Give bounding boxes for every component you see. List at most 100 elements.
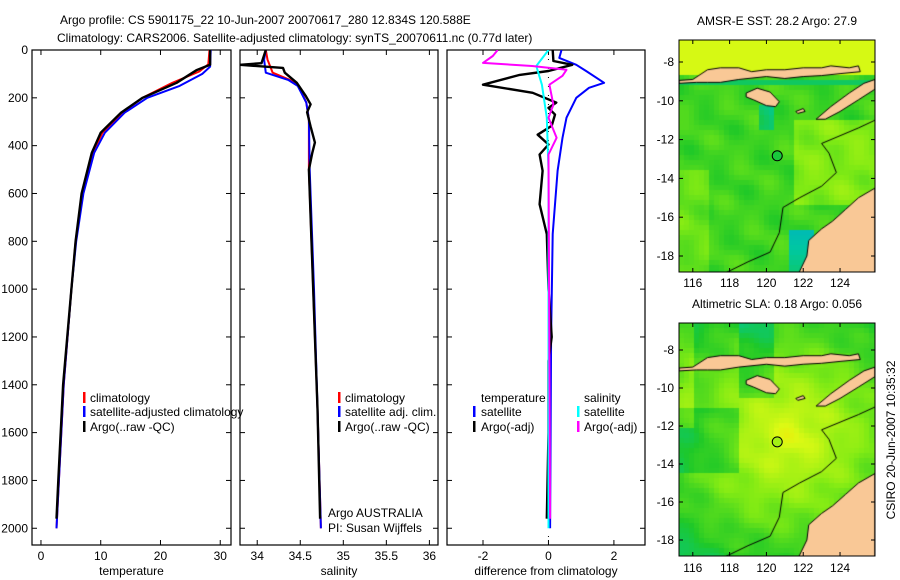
legend-swatch-sal-satellite xyxy=(577,406,580,417)
legend-swatch-temp-satellite xyxy=(473,406,476,417)
legend-label: climatology xyxy=(345,391,405,405)
legend-swatch-climatology xyxy=(338,392,341,403)
lat-tick-label: -10 xyxy=(657,94,675,108)
lon-tick-label: 120 xyxy=(756,561,776,575)
temperature-panel: 0 10 20 30 temperature 0 200 400 600 800 1000 1200 1… xyxy=(1,43,232,578)
legend-label: Argo(-adj) xyxy=(481,420,534,434)
series-line-satellite-adjusted-climatology xyxy=(55,50,212,529)
lat-tick-label: -14 xyxy=(657,457,675,471)
legend-label: satellite xyxy=(481,405,522,419)
x-tick-label: 0 xyxy=(38,549,45,563)
difference-axis-title: difference from climatology xyxy=(474,564,617,578)
credit-pi: PI: Susan Wijffels xyxy=(328,521,422,535)
legend-label: satellite-adjusted climatology xyxy=(90,405,243,419)
y-tick-label: 400 xyxy=(8,139,28,153)
legend-label: satellite xyxy=(584,405,625,419)
temperature-axes-box xyxy=(31,49,232,546)
legend-swatch-climatology xyxy=(83,392,86,403)
x-tick-label: 0 xyxy=(545,549,552,563)
sla-map: Altimetric SLA: 0.18 Argo: 0.056 116 118 12… xyxy=(657,297,876,575)
y-tick-label: 800 xyxy=(8,234,28,248)
lon-tick-label: 124 xyxy=(830,561,850,575)
y-tick-label: 2000 xyxy=(1,521,28,535)
series-line-temperature-satellite xyxy=(549,50,606,529)
difference-legend: temperature satellite Argo(-adj) salinit… xyxy=(473,391,637,434)
x-tick-label: 35.5 xyxy=(375,549,399,563)
x-tick-label: 34 xyxy=(251,549,265,563)
legend-header-salinity: salinity xyxy=(584,391,621,405)
salinity-panel: 34 34.5 35 35.5 36 salinity xyxy=(239,49,439,578)
x-tick-label: -2 xyxy=(478,549,489,563)
legend-label: Argo(..raw -QC) xyxy=(90,420,175,434)
argo-profile-marker xyxy=(771,436,783,448)
lat-tick-label: -16 xyxy=(657,210,675,224)
x-tick-label: 10 xyxy=(94,549,108,563)
lat-tick-label: -8 xyxy=(663,55,674,69)
credit-org: Argo AUSTRALIA xyxy=(328,506,423,520)
x-tick-label: 36 xyxy=(423,549,437,563)
legend-swatch-satellite xyxy=(338,406,341,417)
difference-series-group xyxy=(481,50,606,529)
lat-tick-label: -18 xyxy=(657,249,675,263)
lat-tick-label: -12 xyxy=(657,133,675,147)
series-line-argo-raw-qc- xyxy=(55,50,212,519)
sst-map: AMSR-E SST: 28.2 Argo: 27.9 116 118 120 122 1… xyxy=(657,14,876,290)
temperature-axis-title: temperature xyxy=(99,564,164,578)
lat-tick-label: -14 xyxy=(657,171,675,185)
lat-tick-label: -18 xyxy=(657,533,675,547)
legend-swatch-temp-argo xyxy=(473,421,476,432)
map-title: AMSR-E SST: 28.2 Argo: 27.9 xyxy=(697,14,857,28)
temperature-series-group xyxy=(55,50,212,529)
y-tick-label: 1600 xyxy=(1,426,28,440)
y-tick-label: 600 xyxy=(8,186,28,200)
difference-axes-box xyxy=(446,49,646,546)
map-frame xyxy=(678,322,876,557)
salinity-series-group xyxy=(240,50,322,529)
series-line-salinity-satellite xyxy=(535,50,550,529)
legend-label: Argo(..raw -QC) xyxy=(345,420,430,434)
timestamp-stamp: CSIRO 20-Jun-2007 10:35:32 xyxy=(884,360,898,519)
lon-tick-label: 116 xyxy=(683,276,702,290)
argo-profile-marker xyxy=(771,150,783,162)
figure-title-line1: Argo profile: CS 5901175_22 10-Jun-2007 … xyxy=(60,13,471,27)
map-frame xyxy=(678,39,876,273)
legend-label: climatology xyxy=(90,391,150,405)
salinity-axes-box xyxy=(239,49,439,546)
y-tick-label: 1200 xyxy=(1,330,28,344)
legend-swatch-satellite xyxy=(83,406,86,417)
salinity-legend: climatology satellite adj. clim. Argo(..… xyxy=(338,391,436,434)
series-line-salinity-argo-adj- xyxy=(482,50,568,519)
series-line-climatology xyxy=(55,50,211,529)
legend-swatch-argo xyxy=(83,421,86,432)
lon-tick-label: 118 xyxy=(720,276,739,290)
lon-tick-label: 116 xyxy=(683,561,702,575)
legend-swatch-argo xyxy=(338,421,341,432)
temperature-legend: climatology satellite-adjusted climatolo… xyxy=(83,391,243,434)
lat-tick-label: -16 xyxy=(657,495,675,509)
legend-header-temperature: temperature xyxy=(481,391,546,405)
x-tick-label: 30 xyxy=(214,549,228,563)
series-line-temperature-argo-adj- xyxy=(481,50,574,519)
y-tick-label: 1000 xyxy=(1,282,28,296)
lon-tick-label: 124 xyxy=(830,276,850,290)
figure-title-line2: Climatology: CARS2006. Satellite-adjuste… xyxy=(57,31,532,45)
x-tick-label: 20 xyxy=(154,549,168,563)
legend-swatch-sal-argo xyxy=(577,421,580,432)
salinity-axis-title: salinity xyxy=(321,564,358,578)
legend-label: Argo(-adj) xyxy=(584,420,637,434)
legend-label: satellite adj. clim. xyxy=(345,405,436,419)
lon-tick-label: 122 xyxy=(793,561,813,575)
y-tick-label: 0 xyxy=(21,43,28,57)
lon-tick-label: 120 xyxy=(756,276,776,290)
series-line-argo-raw-qc- xyxy=(240,50,322,519)
y-tick-label: 1400 xyxy=(1,378,28,392)
lat-tick-label: -12 xyxy=(657,419,675,433)
lat-tick-label: -10 xyxy=(657,381,675,395)
x-tick-label: 2 xyxy=(611,549,618,563)
x-tick-label: 35 xyxy=(337,549,351,563)
map-title: Altimetric SLA: 0.18 Argo: 0.056 xyxy=(692,297,862,311)
lon-tick-label: 122 xyxy=(793,276,813,290)
lon-tick-label: 118 xyxy=(720,561,739,575)
